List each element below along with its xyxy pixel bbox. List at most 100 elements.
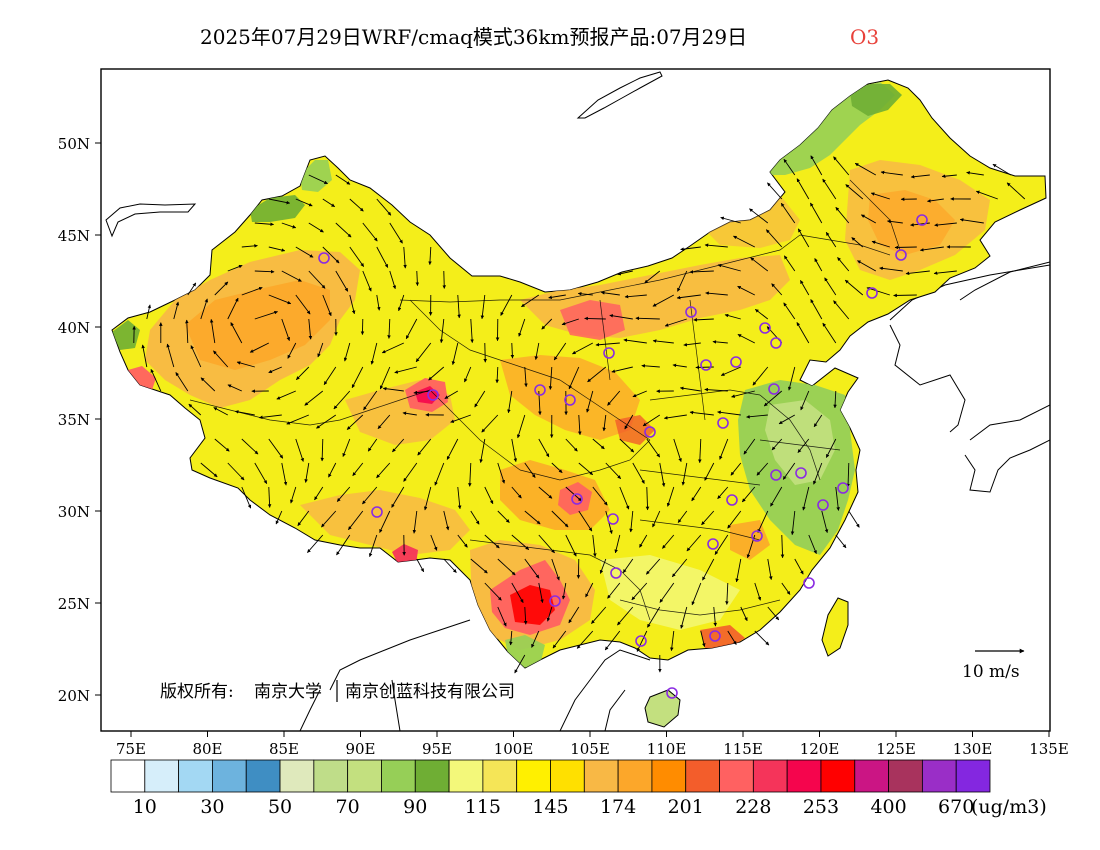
- wind-arrow: [227, 264, 243, 272]
- wind-arrow: [362, 222, 378, 242]
- wind-arrow: [635, 316, 660, 321]
- wind-arrow: [281, 270, 302, 282]
- wind-arrow: [287, 342, 297, 359]
- wind-arrow: [470, 510, 480, 525]
- wind-arrow: [336, 486, 351, 502]
- field-north-xinjiang-green: [250, 195, 305, 222]
- wind-arrow: [585, 582, 594, 598]
- wind-arrow: [241, 286, 263, 296]
- wind-arrow: [992, 163, 1012, 176]
- legend-value-label: 174: [600, 796, 636, 818]
- wind-arrow: [518, 318, 526, 337]
- wind-arrow: [323, 366, 337, 386]
- wind-arrow: [860, 214, 877, 224]
- wind-arrow: [652, 510, 661, 528]
- wind-arrow: [824, 277, 837, 296]
- wind-arrow: [767, 558, 773, 580]
- wind-arrow: [623, 338, 647, 344]
- wind-arrow: [645, 558, 661, 575]
- wind-arrow: [624, 414, 634, 430]
- wind-arrow: [659, 582, 675, 603]
- legend-swatch: [448, 759, 484, 793]
- wind-arrow: [835, 534, 847, 549]
- wind-arrow: [342, 438, 351, 457]
- border-sichuan-chongqing: [519, 439, 651, 481]
- lon-tick-label: 130E: [953, 740, 993, 758]
- legend-labels: 10 30 50 70 90 115 145 174 201 228 253 400 670: [133, 796, 975, 818]
- lon-tick-label: 100E: [494, 740, 534, 758]
- wind-arrow: [548, 366, 553, 390]
- legend-unit: (ug/m3): [971, 796, 1047, 818]
- wind-arrow: [833, 156, 850, 176]
- legend-swatch: [651, 759, 687, 793]
- wind-arrow: [600, 291, 620, 296]
- wind-arrow: [295, 438, 304, 462]
- wind-arrow: [790, 510, 796, 536]
- wind-arrow: [308, 222, 324, 233]
- station-marker: [607, 513, 619, 525]
- legend-swatch: [854, 759, 889, 793]
- wind-arrow: [551, 510, 569, 528]
- wind-arrow: [376, 294, 381, 311]
- legend-swatch: [347, 759, 382, 793]
- station-marker: [549, 595, 561, 607]
- wind-arrow: [209, 318, 216, 344]
- wind-arrow: [927, 198, 944, 203]
- coastline-indochina: [329, 619, 651, 731]
- wind-arrow: [737, 333, 756, 344]
- coastline-india: [299, 679, 401, 731]
- lon-tick-label: 125E: [876, 740, 916, 758]
- legend-swatch: [820, 759, 856, 793]
- wind-arrow: [704, 243, 728, 248]
- wind-arrow: [391, 486, 405, 508]
- species-label: O3: [850, 25, 879, 49]
- wind-arrow: [565, 534, 577, 557]
- wind-arrow: [442, 270, 447, 289]
- wind-arrow: [783, 158, 796, 176]
- wind-arrow: [268, 366, 282, 374]
- wind-arrow: [497, 462, 506, 484]
- wind-arrow: [679, 386, 701, 392]
- wind-arrow: [691, 486, 702, 502]
- wind-arrow: [484, 582, 502, 601]
- wind-arrow: [632, 462, 645, 484]
- wind-arrow: [227, 384, 242, 392]
- field-northeast-deep-orange: [868, 190, 955, 255]
- wind-arrow: [553, 342, 567, 361]
- wind-arrow: [236, 361, 255, 368]
- wind-arrow: [833, 390, 837, 409]
- wind-arrow: [484, 486, 494, 505]
- wind-arrow: [480, 294, 486, 320]
- lon-tick-label: 80E: [192, 740, 222, 758]
- wind-arrow: [631, 582, 648, 601]
- wind-arrow: [495, 366, 499, 384]
- wind-arrow: [389, 270, 397, 290]
- wind-arrow: [534, 342, 540, 360]
- wind-arrow: [511, 582, 524, 604]
- wind-arrow: [607, 390, 621, 406]
- wind-arrow: [910, 174, 930, 179]
- legend-swatch: [888, 759, 923, 793]
- wind-arrow: [524, 558, 540, 579]
- lat-tick-label: 35N: [58, 411, 90, 429]
- wind-arrow: [880, 170, 903, 176]
- wind-arrow: [624, 294, 647, 299]
- wind-arrow: [959, 218, 984, 224]
- wind-arrow: [683, 342, 701, 347]
- wind-vectors: [132, 155, 1026, 674]
- legend-value-label: 400: [870, 796, 906, 818]
- wind-arrow: [507, 390, 513, 414]
- coastline-lake-baikal: [576, 71, 663, 119]
- wind-arrow: [328, 462, 337, 478]
- wind-arrow: [254, 222, 274, 227]
- wind-arrow: [672, 363, 687, 368]
- wind-arrow: [254, 269, 275, 274]
- coastline-korea-north: [959, 261, 1050, 301]
- wind-arrow: [822, 178, 837, 200]
- wind-arrow: [430, 534, 438, 551]
- wind-arrow: [731, 390, 755, 398]
- wind-arrow: [765, 229, 783, 248]
- wind-arrow: [717, 486, 729, 499]
- wind-arrow: [546, 606, 553, 622]
- wind-arrow: [444, 390, 459, 399]
